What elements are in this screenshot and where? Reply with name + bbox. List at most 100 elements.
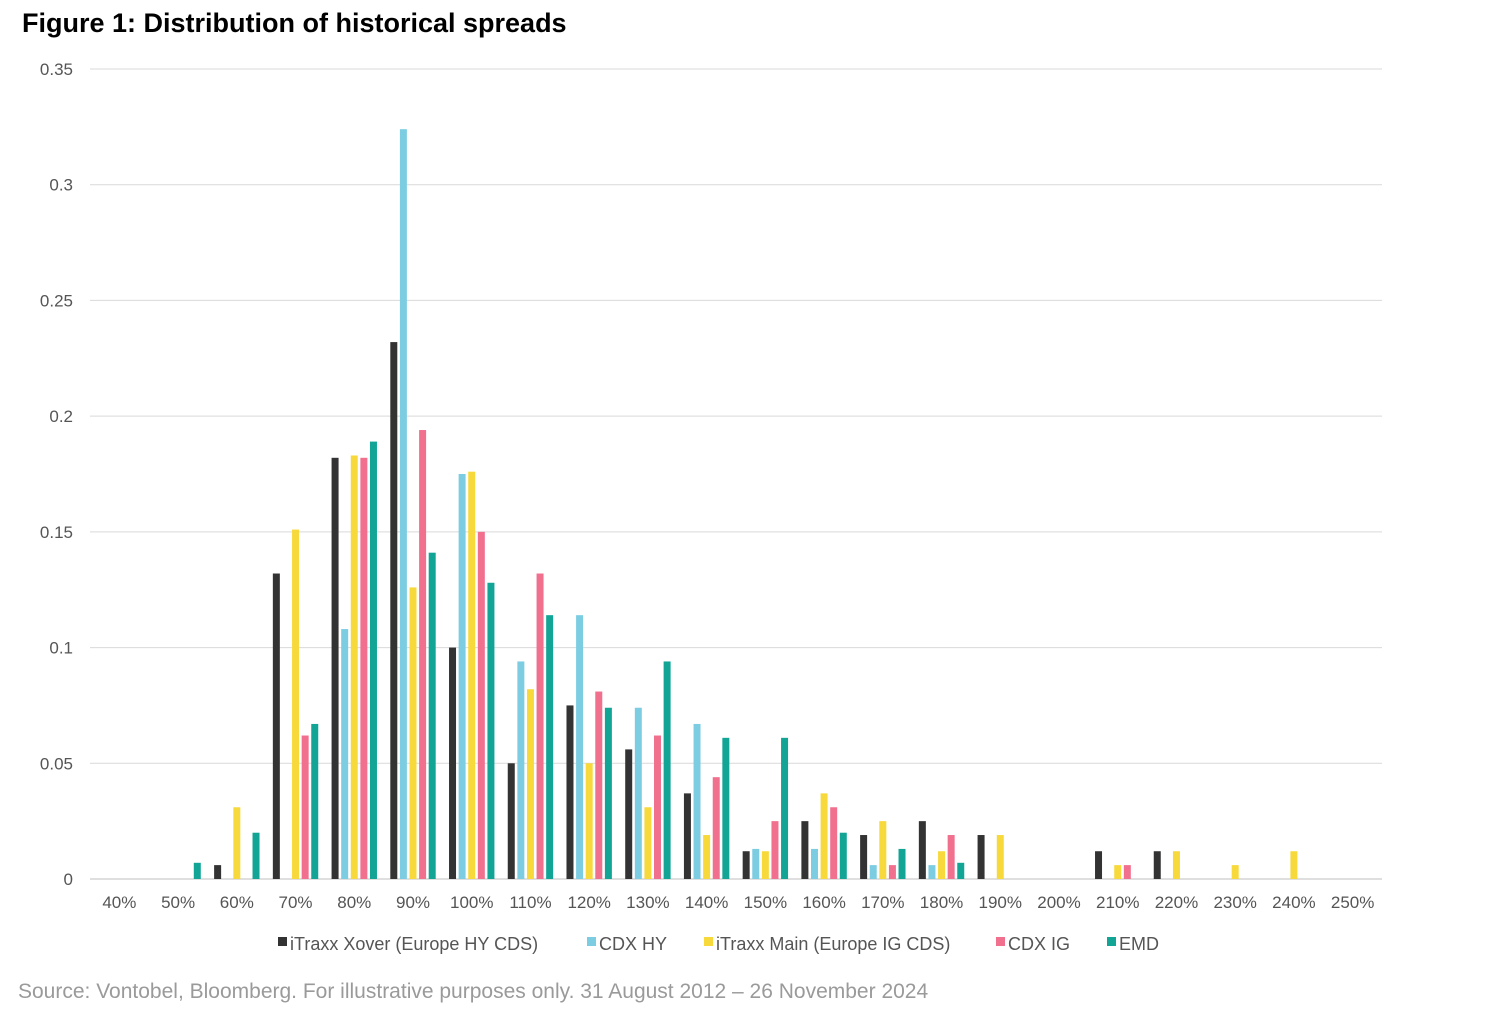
y-tick-label: 0.25 <box>40 291 73 310</box>
bar <box>752 848 760 879</box>
bar <box>918 821 926 879</box>
bar <box>604 707 612 879</box>
bar <box>301 735 309 879</box>
bar <box>712 777 720 879</box>
bar <box>428 552 436 879</box>
x-tick-label: 70% <box>279 893 313 912</box>
bar <box>526 689 534 879</box>
x-tick-label: 90% <box>396 893 430 912</box>
y-tick-label: 0 <box>64 870 73 889</box>
bar <box>742 851 750 879</box>
bar <box>193 862 201 879</box>
bar <box>458 474 466 879</box>
y-axis-ticks: 0 0.05 0.1 0.15 0.2 0.25 0.3 0.35 <box>40 60 73 889</box>
bar <box>292 529 300 879</box>
bar <box>477 531 485 879</box>
bar <box>977 835 985 879</box>
chart-title: Figure 1: Distribution of historical spr… <box>22 8 567 38</box>
bar <box>311 723 319 879</box>
x-axis-ticks: 40% 50% 60% 70% 80% 90% 100% 110% 120% 130% 140% 15… <box>102 893 1374 912</box>
x-tick-label: 60% <box>220 893 254 912</box>
legend-swatch <box>1107 937 1116 946</box>
bar <box>683 793 691 879</box>
legend-swatch <box>278 937 287 946</box>
x-tick-label: 200% <box>1037 893 1080 912</box>
bar <box>468 471 476 879</box>
bar <box>663 661 671 879</box>
bar <box>390 342 398 880</box>
bar <box>996 835 1004 879</box>
bar <box>1114 865 1122 879</box>
bar <box>252 832 260 879</box>
bar <box>233 807 241 879</box>
legend: iTraxx Xover (Europe HY CDS) CDX HY iTraxx… <box>278 934 1159 954</box>
bar <box>879 821 887 879</box>
bar <box>350 455 358 879</box>
legend-label: CDX IG <box>1008 934 1070 954</box>
bar <box>957 862 965 879</box>
bar <box>1290 851 1298 879</box>
bar <box>869 865 877 879</box>
bar <box>585 763 593 879</box>
legend-label: iTraxx Xover (Europe HY CDS) <box>290 934 538 954</box>
bar <box>369 441 377 879</box>
bar <box>1172 851 1180 879</box>
bar <box>341 629 349 879</box>
legend-label: CDX HY <box>599 934 667 954</box>
bar <box>722 737 730 879</box>
bar <box>801 821 809 879</box>
x-tick-label: 100% <box>450 893 493 912</box>
bar <box>771 821 779 879</box>
bar <box>1123 865 1131 879</box>
legend-swatch <box>704 937 713 946</box>
x-tick-label: 40% <box>102 893 136 912</box>
bar <box>693 723 701 879</box>
bar <box>898 848 906 879</box>
bar <box>517 661 525 879</box>
x-tick-label: 170% <box>861 893 904 912</box>
x-tick-label: 190% <box>979 893 1022 912</box>
bar <box>810 848 818 879</box>
y-tick-label: 0.3 <box>49 176 73 195</box>
bar <box>419 430 427 879</box>
x-tick-label: 80% <box>337 893 371 912</box>
bar <box>761 851 769 879</box>
legend-swatch <box>996 937 1005 946</box>
x-tick-label: 160% <box>802 893 845 912</box>
x-tick-label: 110% <box>509 893 551 912</box>
bars <box>193 129 1298 880</box>
bar <box>703 835 711 879</box>
bar <box>888 865 896 879</box>
legend-label: iTraxx Main (Europe IG CDS) <box>716 934 950 954</box>
bar <box>781 737 789 879</box>
x-tick-label: 250% <box>1331 893 1374 912</box>
bar <box>938 851 946 879</box>
bar <box>536 573 544 879</box>
bar <box>947 835 955 879</box>
y-tick-label: 0.15 <box>40 523 73 542</box>
bar <box>1153 851 1161 879</box>
x-tick-label: 210% <box>1096 893 1139 912</box>
bar <box>839 832 847 879</box>
bar <box>399 129 407 879</box>
source-note: Source: Vontobel, Bloomberg. For illustr… <box>18 980 929 1003</box>
x-tick-label: 120% <box>567 893 610 912</box>
bar <box>928 865 936 879</box>
bar <box>409 587 417 879</box>
legend-label: EMD <box>1119 934 1159 954</box>
y-tick-label: 0.1 <box>49 639 73 658</box>
bar <box>331 457 339 879</box>
bar <box>214 865 222 879</box>
x-tick-label: 150% <box>744 893 787 912</box>
x-tick-label: 180% <box>920 893 963 912</box>
bar <box>644 807 652 879</box>
y-tick-label: 0.05 <box>40 754 73 773</box>
bar <box>566 705 574 879</box>
x-tick-label: 220% <box>1155 893 1198 912</box>
y-tick-label: 0.2 <box>49 407 73 426</box>
x-tick-label: 130% <box>626 893 669 912</box>
gridlines <box>90 68 1382 880</box>
bar <box>625 749 633 879</box>
bar <box>272 573 280 879</box>
